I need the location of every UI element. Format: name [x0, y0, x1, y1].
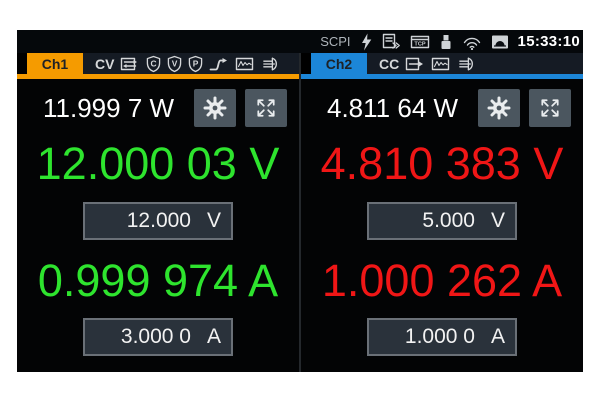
logging-icon	[432, 57, 450, 70]
channel-2-power-row: 4.811 64 W	[301, 88, 583, 128]
channel-2-current-readout: 1.000 262 A	[321, 255, 563, 306]
channel-1-fullscreen-button[interactable]	[245, 89, 287, 127]
svg-text:P: P	[193, 58, 199, 68]
svg-text:TCP: TCP	[414, 41, 425, 47]
ocp-shield-icon: C	[147, 55, 161, 72]
log-document-icon	[382, 33, 401, 50]
channel-area: Ch1 CV C	[17, 53, 583, 372]
channel-divider	[299, 53, 301, 372]
gear-icon	[203, 96, 227, 120]
channel-1-voltage-readout: 12.000 03 V	[36, 138, 280, 189]
tcp-remote-icon: TCP	[410, 34, 430, 50]
channel-1-current-set-value: 3.000 0	[120, 325, 191, 348]
channel-2-tab-row: Ch2 CC	[301, 53, 583, 74]
connector-icon	[459, 57, 474, 70]
gear-icon	[487, 96, 511, 120]
channel-2-voltage-readout: 4.810 383 V	[320, 138, 564, 189]
channel-1-mode-icons: CV C V	[83, 53, 299, 74]
tab-ch2[interactable]: Ch2	[311, 53, 367, 74]
tab-ch1[interactable]: Ch1	[27, 53, 83, 74]
easy-ramp-icon	[210, 57, 228, 70]
channel-2-panel: Ch2 CC	[301, 53, 583, 372]
logging-icon	[236, 57, 254, 70]
channel-1-voltage-set-value: 12.000	[126, 209, 191, 232]
status-bar: SCPI TCP	[17, 30, 583, 53]
channel-1-power-readout: 11.999 7 W	[43, 92, 175, 123]
expand-icon	[257, 99, 275, 117]
expand-icon	[541, 99, 559, 117]
channel-2-voltage-set-unit: V	[490, 209, 505, 232]
regulation-mode-label: CV	[95, 55, 115, 72]
channel-1-current-set-unit: A	[206, 325, 221, 348]
sink-icon	[406, 57, 424, 70]
svg-text:C: C	[151, 58, 157, 68]
channel-1-settings-button[interactable]	[194, 89, 236, 127]
channel-2-current-set-unit: A	[490, 325, 505, 348]
ovp-shield-icon: V	[168, 55, 182, 72]
regulation-mode-label: CC	[379, 55, 400, 72]
scpi-mode-label: SCPI	[320, 34, 351, 49]
wifi-icon	[462, 34, 482, 50]
channel-2-settings-button[interactable]	[478, 89, 520, 127]
channel-1-panel: Ch1 CV C	[17, 53, 299, 372]
connector-icon	[263, 57, 278, 70]
channel-2-voltage-set-field[interactable]: 5.000 V	[367, 202, 517, 240]
channel-2-mode-icons: CC	[367, 53, 583, 74]
source-sink-icon	[121, 57, 138, 70]
channel-1-tab-row: Ch1 CV C	[17, 53, 299, 74]
channel-2-current-set-value: 1.000 0	[404, 325, 475, 348]
channel-2-current-set-field[interactable]: 1.000 0 A	[367, 318, 517, 356]
channel-1-power-row: 11.999 7 W	[17, 88, 299, 128]
channel-2-voltage-set-value: 5.000	[422, 209, 475, 232]
channel-1-accent-bar	[17, 74, 299, 79]
svg-text:V: V	[172, 58, 178, 68]
channel-2-accent-bar	[301, 74, 583, 79]
lan-icon	[491, 34, 509, 50]
channel-1-voltage-set-field[interactable]: 12.000 V	[83, 202, 233, 240]
channel-1-current-readout: 0.999 974 A	[37, 255, 279, 306]
channel-1-voltage-set-unit: V	[206, 209, 221, 232]
channel-2-fullscreen-button[interactable]	[529, 89, 571, 127]
usb-icon	[439, 34, 453, 50]
instrument-screen: SCPI TCP	[17, 30, 583, 372]
channel-2-power-readout: 4.811 64 W	[327, 92, 459, 123]
opp-shield-icon: P	[189, 55, 203, 72]
channel-1-current-set-field[interactable]: 3.000 0 A	[83, 318, 233, 356]
clock: 15:33:10	[517, 33, 580, 50]
lightning-icon	[360, 33, 373, 51]
